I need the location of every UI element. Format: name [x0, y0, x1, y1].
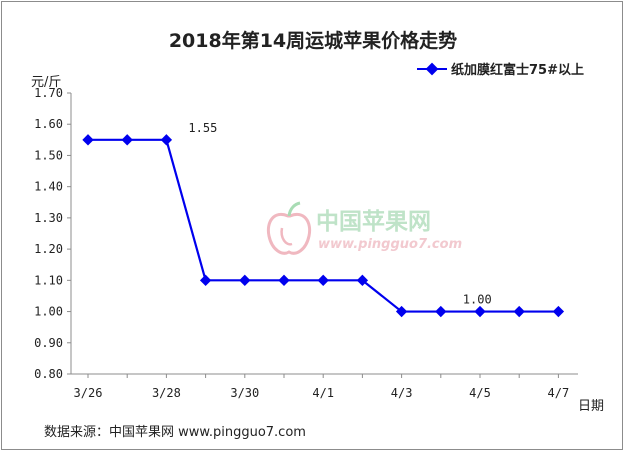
data-point — [239, 274, 251, 286]
data-point — [82, 134, 94, 146]
data-point — [199, 274, 212, 286]
x-tick-label: 3/28 — [152, 386, 181, 400]
watermark-en: www.pingguo7.com — [318, 237, 462, 252]
x-axis-label: 日期 — [578, 399, 604, 414]
x-tick-label: 3/30 — [230, 386, 259, 400]
watermark: 中国苹果网 www.pingguo7.com — [266, 201, 462, 255]
y-tick-label: 1.70 — [34, 86, 63, 100]
data-point — [278, 274, 290, 286]
legend: 纸加膜红富士75#以上 — [417, 62, 584, 78]
legend-marker — [425, 62, 439, 76]
data-point — [474, 305, 486, 318]
y-tick-label: 0.80 — [34, 367, 63, 381]
y-tick-label: 1.50 — [34, 148, 63, 162]
data-label: 1.00 — [463, 293, 492, 307]
apple-logo-icon — [266, 201, 312, 255]
legend-label: 纸加膜红富士75#以上 — [451, 62, 584, 78]
data-point — [356, 274, 369, 286]
y-tick-label: 1.30 — [34, 211, 63, 225]
data-point — [435, 305, 447, 318]
y-tick-label: 1.00 — [34, 305, 63, 319]
x-tick-label: 4/3 — [391, 386, 413, 400]
y-tick-label: 1.20 — [34, 242, 63, 256]
data-point — [160, 134, 173, 146]
y-tick-label: 1.60 — [34, 117, 63, 131]
data-point — [317, 274, 329, 286]
data-label: 1.55 — [188, 121, 217, 135]
chart-title: 2018年第14周运城苹果价格走势 — [169, 29, 457, 52]
x-tick-label: 4/5 — [469, 386, 491, 400]
y-tick-label: 1.10 — [34, 273, 63, 287]
y-tick-label: 1.40 — [34, 180, 63, 194]
annotations-group: 1.55 1.00 — [188, 121, 491, 307]
data-point — [395, 305, 408, 318]
source-note: 数据来源：中国苹果网 www.pingguo7.com — [44, 425, 306, 440]
x-tick-label: 4/7 — [548, 386, 570, 400]
data-point — [552, 305, 565, 318]
y-tick-label: 0.90 — [34, 336, 63, 350]
data-point — [121, 134, 133, 146]
y-axis-label: 元/斤 — [31, 75, 61, 90]
x-tick-label: 3/26 — [74, 386, 103, 400]
data-point — [513, 305, 525, 318]
x-tick-label: 4/1 — [312, 386, 334, 400]
watermark-cn: 中国苹果网 — [316, 209, 431, 235]
x-ticks: 3/26 3/28 3/30 4/1 4/3 4/5 4/7 — [74, 374, 570, 400]
y-ticks: 0.80 0.90 1.00 1.10 1.20 1.30 1.40 1.50 1.60 1.70 — [34, 86, 71, 381]
